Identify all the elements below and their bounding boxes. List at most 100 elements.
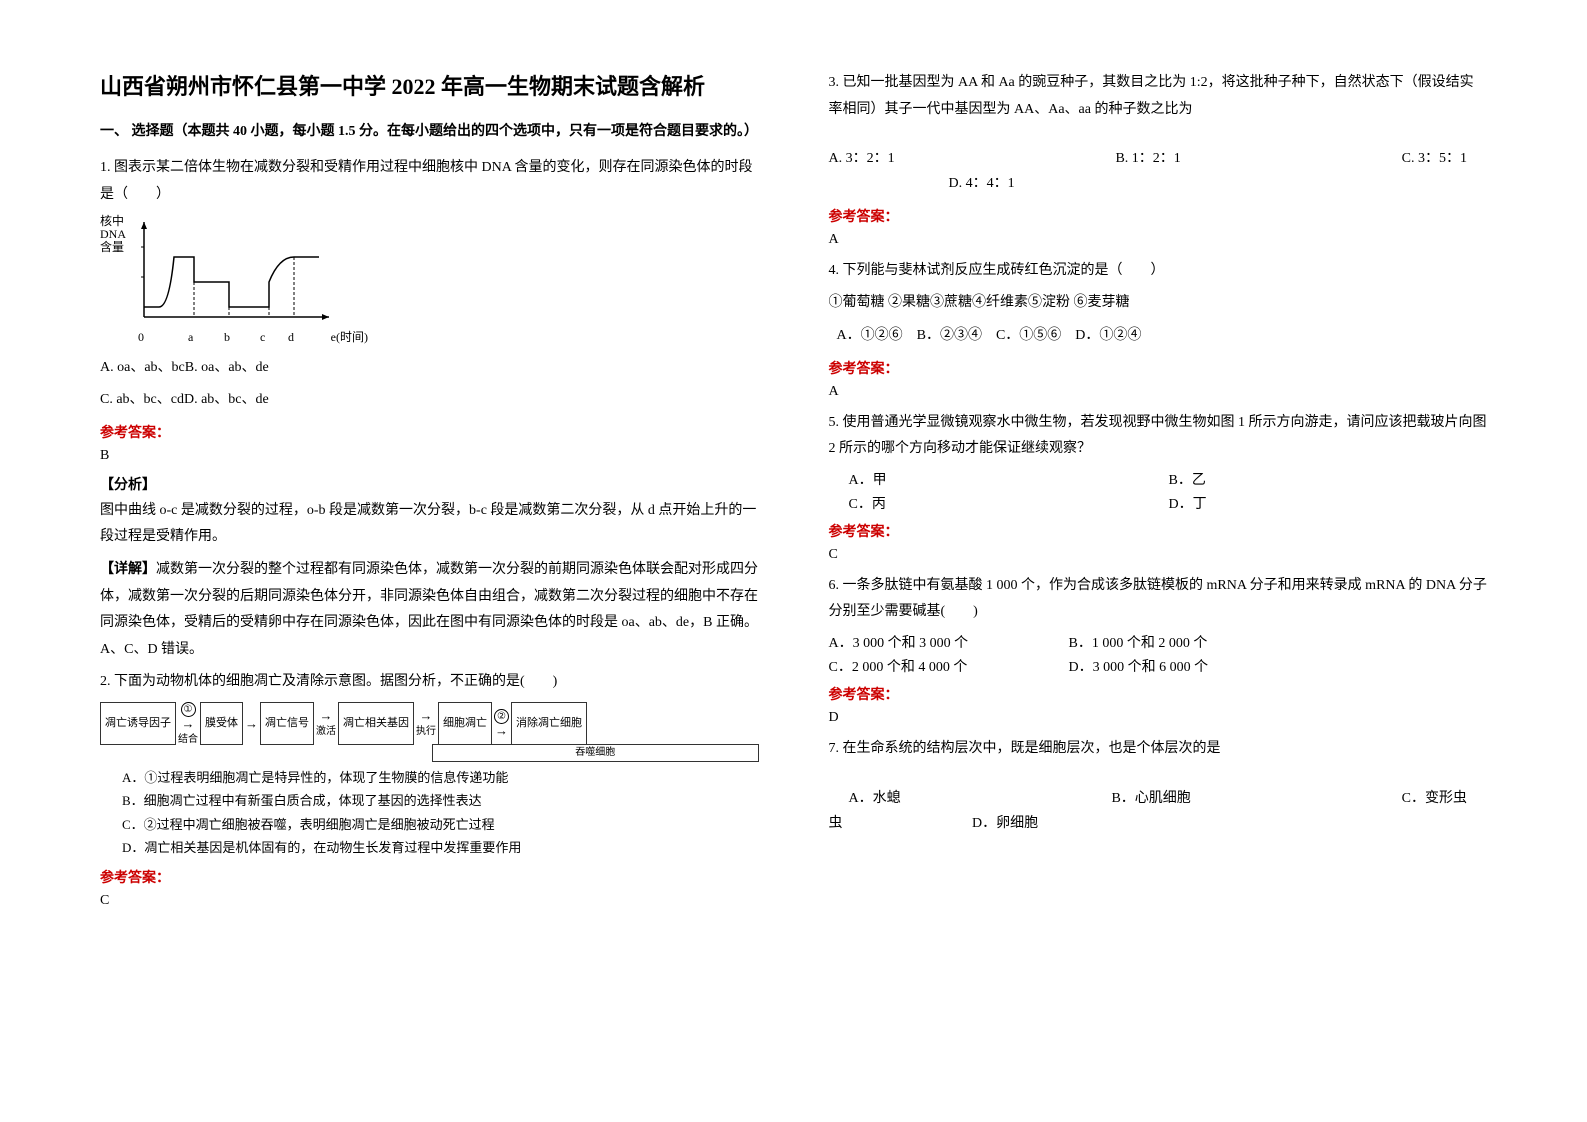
q2-stem: 2. 下面为动物机体的细胞凋亡及清除示意图。据图分析，不正确的是( ) [100,669,759,696]
flow-arrow-top: ② [494,709,509,724]
flow-node: 膜受体 [200,702,243,745]
xtick: c [260,330,265,345]
arrow-icon: → [420,709,433,722]
detail-label: 【详解】 [100,562,156,577]
flow-arrow: → 执行 [414,702,438,745]
q2-answer: C [100,893,759,909]
q1-optC: C. ab、bc、cd [100,392,184,407]
ylabel-line: 核中 [100,215,126,228]
q7-optB: B．心肌细胞 [1111,787,1190,807]
q6-optD: D．3 000 个和 6 000 个 [1069,656,1209,676]
q3-optD: D. 4：4：1 [829,171,1488,198]
q1-chart-ylabel: 核中 DNA 含量 [100,215,126,255]
q3-optC: C. 3：5：1 [1402,147,1467,167]
xtick: a [188,330,193,345]
q7-row2: 虫 D．卵细胞 [829,811,1488,838]
answer-label: 参考答案： [100,867,759,887]
q5-row1: A．甲 B．乙 [829,469,1488,489]
q1-chart-svg [134,217,334,327]
q4-answer: A [829,384,1488,400]
q7-optD: D．卵细胞 [972,816,1038,831]
q5-optC: C．丙 [849,493,1129,513]
q3-optA: A. 3：2：1 [829,147,895,167]
answer-label: 参考答案： [829,358,1488,378]
q6-answer: D [829,710,1488,726]
q5-optA: A．甲 [849,469,1129,489]
arrow-icon: → [182,717,195,730]
q6-row2: C．2 000 个和 4 000 个 D．3 000 个和 6 000 个 [829,656,1488,676]
q3-stem: 3. 已知一批基因型为 AA 和 Aa 的豌豆种子，其数目之比为 1:2，将这批… [829,70,1488,123]
q4-items: ①葡萄糖 ②果糖③蔗糖④纤维素⑤淀粉 ⑥麦芽糖 [829,290,1488,317]
q5-stem: 5. 使用普通光学显微镜观察水中微生物，若发现视野中微生物如图 1 所示方向游走… [829,410,1488,463]
answer-label: 参考答案： [829,206,1488,226]
right-column: 3. 已知一批基因型为 AA 和 Aa 的豌豆种子，其数目之比为 1:2，将这批… [829,70,1488,1072]
answer-label: 参考答案： [100,422,759,442]
q3-answer: A [829,232,1488,248]
q5-row2: C．丙 D．丁 [829,493,1488,513]
q4-stem: 4. 下列能与斐林试剂反应生成砖红色沉淀的是（ ） [829,258,1488,285]
flow-node: 凋亡信号 [260,702,314,745]
q2-optA: A．①过程表明细胞凋亡是特异性的，体现了生物膜的信息传递功能 [122,766,759,789]
q2-optC: C．②过程中凋亡细胞被吞噬，表明细胞凋亡是细胞被动死亡过程 [122,813,759,836]
flow-arrow-top: ① [181,702,196,717]
flow-node: 细胞凋亡 [438,702,492,745]
q6-optB: B．1 000 个和 2 000 个 [1069,632,1208,652]
q7-row1: A．水螅 B．心肌细胞 C．变形虫 [829,787,1488,807]
answer-label: 参考答案： [829,521,1488,541]
flow-node: 凋亡诱导因子 [100,702,176,745]
q1-options-line2: C. ab、bc、cdD. ab、bc、de [100,387,759,414]
arrow-icon: → [245,717,258,730]
flow-arrow: ② → [492,702,511,745]
q5-optD: D．丁 [1169,493,1289,513]
flow-arrow-bot: 执行 [416,722,436,737]
xtick: 0 [138,330,144,345]
flow-arrow: → [243,702,260,745]
q1-detail-text: 减数第一次分裂的整个过程都有同源染色体，减数第一次分裂的前期同源染色体联会配对形… [100,562,758,657]
q6-optC: C．2 000 个和 4 000 个 [829,656,1029,676]
q6-stem: 6. 一条多肽链中有氨基酸 1 000 个，作为合成该多肽链模板的 mRNA 分… [829,573,1488,626]
q1-detail: 【详解】减数第一次分裂的整个过程都有同源染色体，减数第一次分裂的前期同源染色体联… [100,557,759,663]
q6-row1: A．3 000 个和 3 000 个 B．1 000 个和 2 000 个 [829,632,1488,652]
flow-node: 吞噬细胞 [432,744,759,762]
q1-chart: 核中 DNA 含量 0 a [100,215,350,345]
q7-optC: C．变形虫 [1402,787,1467,807]
q2-options: A．①过程表明细胞凋亡是特异性的，体现了生物膜的信息传递功能 B．细胞凋亡过程中… [122,766,759,860]
arrow-icon: → [320,709,333,722]
q5-optB: B．乙 [1169,469,1289,489]
q1-options-line1: A. oa、ab、bcB. oa、ab、de [100,355,759,382]
arrow-icon: → [495,724,508,737]
analysis-label: 【分析】 [100,474,759,494]
q1-optA: A. oa、ab、bc [100,360,185,375]
flow-arrow-bot: 激活 [316,722,336,737]
q4-opts: A．①②⑥ B．②③④ C．①⑤⑥ D．①②④ [829,323,1488,350]
flow-arrow: ① → 结合 [176,702,200,745]
xtick: b [224,330,230,345]
q1-stem: 1. 图表示某二倍体生物在减数分裂和受精作用过程中细胞核中 DNA 含量的变化，… [100,155,759,208]
q1-chart-xlabel: e(时间) [331,328,368,345]
q2-optD: D．凋亡相关基因是机体固有的，在动物生长发育过程中发挥重要作用 [122,836,759,859]
q3-options-row1: A. 3：2：1 B. 1：2：1 C. 3：5：1 [829,147,1488,167]
q1-optD: D. ab、bc、de [184,392,269,407]
flow-arrow: → 激活 [314,702,338,745]
doc-title: 山西省朔州市怀仁县第一中学 2022 年高一生物期末试题含解析 [100,70,759,103]
q2-optB: B．细胞凋亡过程中有新蛋白质合成，体现了基因的选择性表达 [122,789,759,812]
q5-answer: C [829,547,1488,563]
ylabel-line: 含量 [100,241,126,254]
q7-optA: A．水螅 [849,787,901,807]
ylabel-line: DNA [100,228,126,241]
left-column: 山西省朔州市怀仁县第一中学 2022 年高一生物期末试题含解析 一、 选择题（本… [100,70,759,1072]
section-1-head: 一、 选择题（本题共 40 小题，每小题 1.5 分。在每小题给出的四个选项中，… [100,121,759,143]
flow-node-under: 吞噬细胞 [432,744,759,762]
q1-answer: B [100,448,759,464]
flow-node: 凋亡相关基因 [338,702,414,745]
q3-optB: B. 1：2：1 [1115,147,1180,167]
page: 山西省朔州市怀仁县第一中学 2022 年高一生物期末试题含解析 一、 选择题（本… [0,0,1587,1122]
q7-stem: 7. 在生命系统的结构层次中，既是细胞层次，也是个体层次的是 [829,736,1488,763]
q1-analysis: 图中曲线 o-c 是减数分裂的过程，o-b 段是减数第一次分裂，b-c 段是减数… [100,498,759,551]
q2-flow: 凋亡诱导因子 ① → 结合 膜受体 → 凋亡信号 → 激活 凋亡相关基因 → 执… [100,702,759,745]
q6-optA: A．3 000 个和 3 000 个 [829,632,1029,652]
xtick: d [288,330,294,345]
flow-arrow-bot: 结合 [178,730,198,745]
flow-node: 消除凋亡细胞 [511,702,587,745]
answer-label: 参考答案： [829,684,1488,704]
